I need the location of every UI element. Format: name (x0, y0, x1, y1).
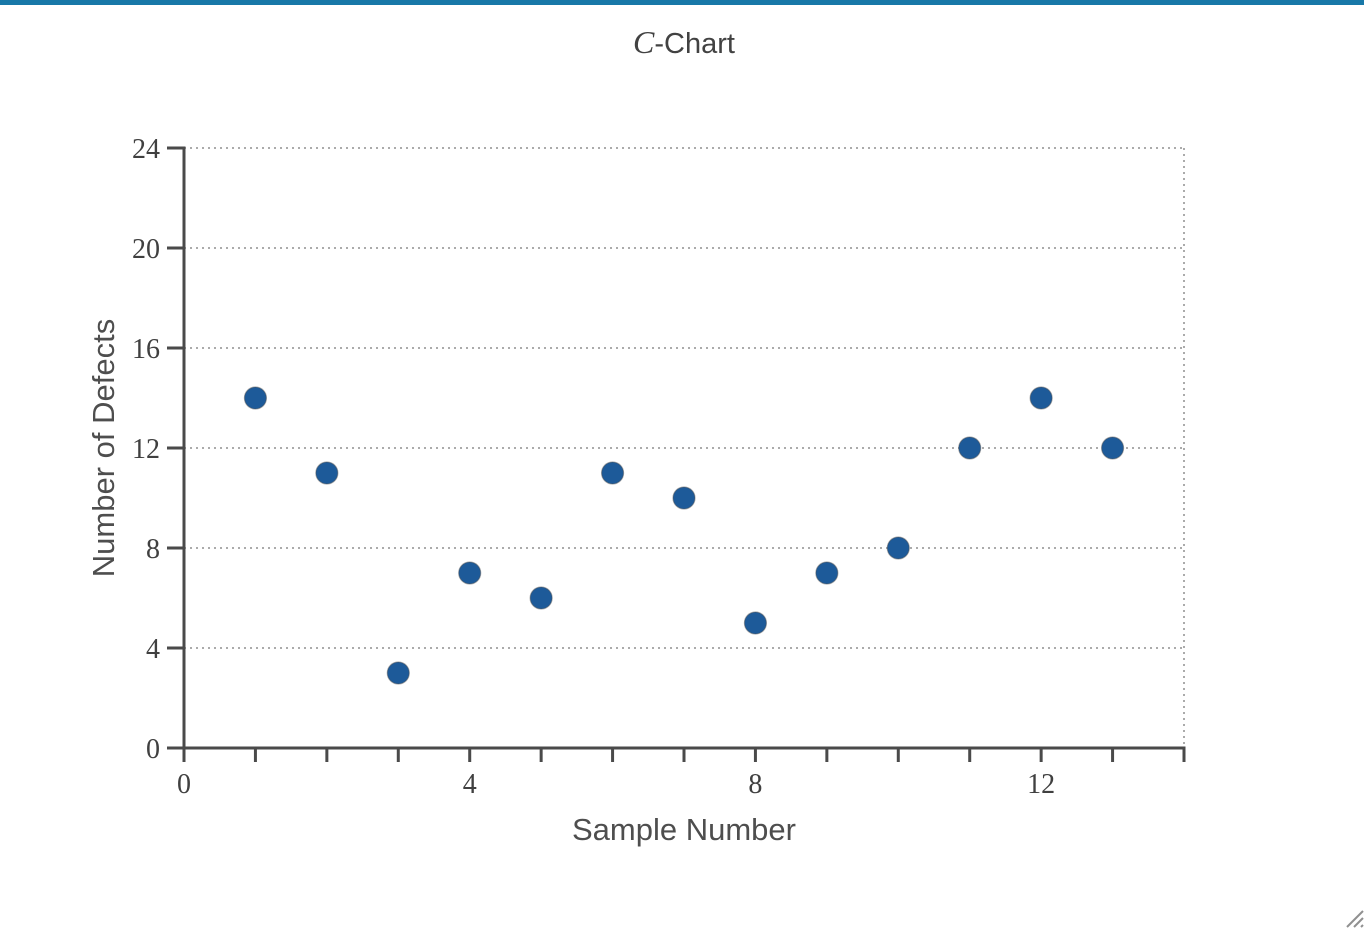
y-tick-label-16: 16 (132, 334, 160, 365)
y-tick-label-4: 4 (146, 634, 160, 665)
x-tick-label-8: 8 (748, 769, 762, 800)
data-point-sample-10 (886, 536, 910, 560)
y-tick-label-20: 20 (132, 234, 160, 265)
grip-line (1360, 924, 1364, 928)
grip-line (1353, 917, 1364, 928)
data-point-sample-8 (743, 611, 768, 635)
grip-line (1346, 910, 1364, 928)
y-axis-title: Number of Defects (86, 318, 121, 578)
data-point-sample-5 (529, 586, 553, 610)
chart-title: C-Chart (184, 24, 1184, 61)
y-tick-label-0: 0 (146, 734, 160, 765)
data-point-sample-13 (1100, 436, 1125, 460)
data-point-sample-6 (600, 461, 625, 485)
top-accent-bar (0, 0, 1364, 5)
x-tick-label-4: 4 (463, 769, 477, 800)
resize-handle-icon[interactable] (1342, 906, 1364, 928)
chart-title-suffix: -Chart (654, 28, 735, 60)
data-point-sample-9 (815, 561, 839, 585)
data-point-sample-11 (958, 436, 982, 460)
y-tick-label-8: 8 (146, 534, 160, 565)
y-tick-label-12: 12 (132, 434, 160, 465)
data-point-sample-1 (243, 386, 268, 410)
data-point-sample-12 (1029, 386, 1053, 410)
y-tick-label-24: 24 (132, 134, 160, 165)
data-point-sample-2 (315, 461, 339, 485)
data-point-sample-4 (458, 561, 482, 585)
chart-title-letter: C (633, 24, 655, 60)
data-point-sample-3 (386, 661, 410, 685)
data-point-sample-7 (672, 486, 696, 510)
x-tick-label-12: 12 (1027, 769, 1055, 800)
x-tick-label-0: 0 (177, 769, 191, 800)
x-axis-title: Sample Number (572, 812, 796, 847)
